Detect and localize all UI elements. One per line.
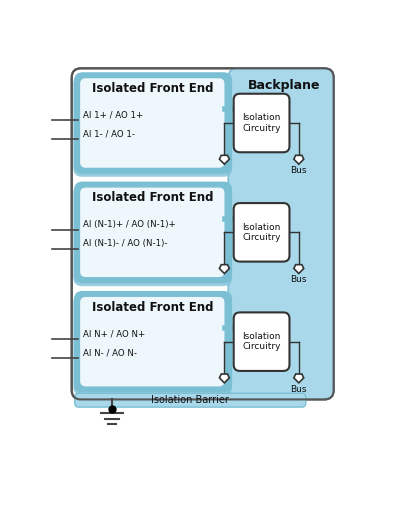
Polygon shape: [294, 265, 304, 274]
Text: AI N- / AO N-: AI N- / AO N-: [82, 348, 136, 357]
Text: Backplane: Backplane: [248, 79, 320, 92]
Polygon shape: [220, 374, 229, 383]
Polygon shape: [220, 265, 229, 274]
FancyBboxPatch shape: [80, 187, 225, 278]
Text: Isolated Front End: Isolated Front End: [92, 191, 213, 204]
Text: Isolation
Circuitry: Isolation Circuitry: [242, 113, 281, 133]
Text: AI (N-1)- / AO (N-1)-: AI (N-1)- / AO (N-1)-: [82, 239, 167, 248]
FancyBboxPatch shape: [74, 293, 231, 393]
Text: AI (N-1)+ / AO (N-1)+: AI (N-1)+ / AO (N-1)+: [82, 220, 175, 229]
FancyBboxPatch shape: [228, 68, 334, 399]
FancyBboxPatch shape: [75, 292, 231, 392]
Text: Isolation
Circuitry: Isolation Circuitry: [242, 223, 281, 242]
Text: AI 1- / AO 1-: AI 1- / AO 1-: [82, 130, 134, 139]
Text: Isolation
Circuitry: Isolation Circuitry: [242, 332, 281, 351]
FancyBboxPatch shape: [80, 78, 225, 168]
Text: AI 1+ / AO 1+: AI 1+ / AO 1+: [82, 110, 143, 120]
FancyBboxPatch shape: [75, 393, 306, 407]
Text: Isolated Front End: Isolated Front End: [92, 82, 213, 95]
Polygon shape: [294, 374, 304, 383]
FancyBboxPatch shape: [74, 185, 231, 285]
FancyBboxPatch shape: [74, 184, 231, 284]
FancyBboxPatch shape: [74, 75, 231, 175]
Polygon shape: [294, 155, 304, 164]
FancyBboxPatch shape: [72, 68, 334, 399]
FancyBboxPatch shape: [234, 203, 290, 262]
Text: Bus: Bus: [290, 166, 307, 175]
Polygon shape: [220, 155, 229, 164]
FancyBboxPatch shape: [75, 182, 231, 282]
FancyBboxPatch shape: [74, 295, 231, 395]
Text: Isolation Barrier: Isolation Barrier: [151, 395, 229, 405]
FancyBboxPatch shape: [74, 76, 231, 176]
Text: Bus: Bus: [290, 385, 307, 394]
Text: Isolated Front End: Isolated Front End: [92, 300, 213, 313]
FancyBboxPatch shape: [234, 94, 290, 152]
FancyBboxPatch shape: [80, 296, 225, 387]
FancyBboxPatch shape: [75, 73, 231, 173]
Text: Bus: Bus: [290, 276, 307, 284]
FancyBboxPatch shape: [234, 312, 290, 371]
Text: AI N+ / AO N+: AI N+ / AO N+: [82, 329, 145, 338]
